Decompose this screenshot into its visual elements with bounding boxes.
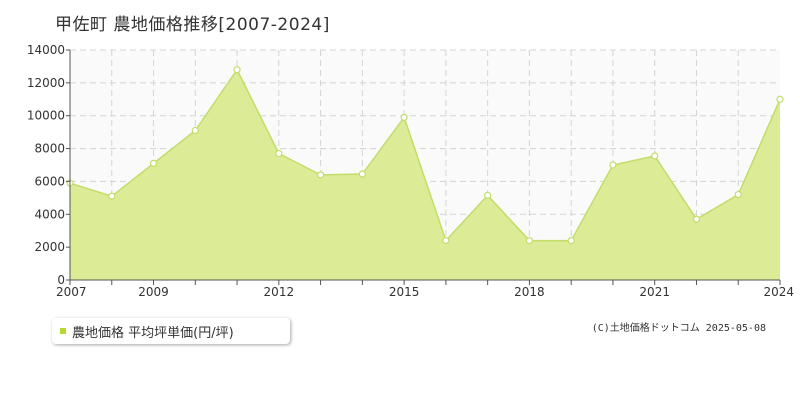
data-point xyxy=(149,159,158,167)
data-point xyxy=(358,170,366,178)
data-point xyxy=(776,95,784,103)
axes xyxy=(66,49,781,285)
x-tick-label: 2018 xyxy=(514,285,545,299)
data-point xyxy=(651,152,659,160)
x-tick-label: 2021 xyxy=(639,285,670,299)
x-tick-label: 2009 xyxy=(138,285,169,299)
x-axis-ticks: 2007 2009 2012 2015 2018 2021 2024 xyxy=(56,285,794,299)
y-tick-label: 8000 xyxy=(34,142,65,156)
data-point xyxy=(442,236,450,245)
y-tick-label: 14000 xyxy=(27,43,65,57)
y-tick-label: 0 xyxy=(57,273,65,287)
x-tick-label: 2015 xyxy=(389,285,420,299)
data-point xyxy=(108,192,116,200)
x-tick-label: 2007 xyxy=(56,285,87,299)
data-point xyxy=(233,66,241,74)
chart-title: 甲佐町 農地価格推移[2007-2024] xyxy=(55,15,330,35)
legend-swatch xyxy=(60,328,66,334)
data-point xyxy=(400,113,408,121)
data-point xyxy=(525,236,534,245)
y-tick-label: 10000 xyxy=(27,109,65,123)
data-point xyxy=(609,161,617,169)
y-tick-label: 6000 xyxy=(34,174,65,188)
data-point xyxy=(484,191,492,199)
data-point xyxy=(734,190,742,199)
x-tick-label: 2012 xyxy=(264,285,295,299)
credit-text: (C)土地価格ドットコム 2025-05-08 xyxy=(591,323,766,334)
y-tick-label: 4000 xyxy=(34,207,65,221)
x-tick-label: 2024 xyxy=(763,285,794,299)
data-point xyxy=(567,236,575,245)
data-point xyxy=(692,215,701,223)
data-point xyxy=(275,149,283,158)
legend-label: 農地価格 平均坪単価(円/坪) xyxy=(72,325,234,341)
series-layer xyxy=(66,66,784,280)
series-area xyxy=(70,69,780,280)
legend: 農地価格 平均坪単価(円/坪) xyxy=(52,318,290,344)
data-point xyxy=(191,126,199,135)
series-line xyxy=(69,68,781,243)
y-tick-label: 12000 xyxy=(27,76,65,90)
data-point xyxy=(316,171,325,179)
y-axis-ticks: 0 2000 4000 6000 8000 10000 12000 14000 xyxy=(27,43,65,287)
y-tick-label: 2000 xyxy=(34,240,65,254)
